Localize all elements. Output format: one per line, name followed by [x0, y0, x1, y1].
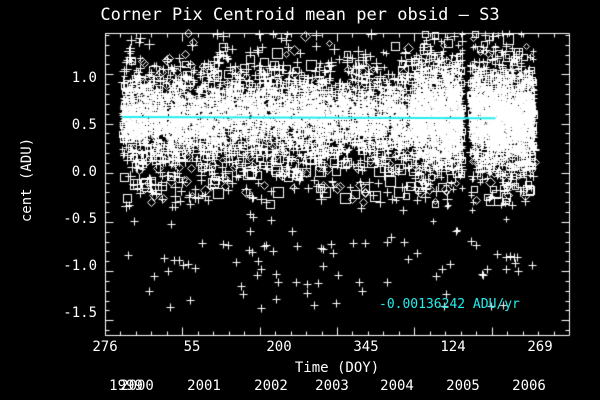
year-label-2006: 2006 [512, 378, 546, 394]
y-tick-label-0: 1.0 [71, 70, 97, 86]
year-label-2002: 2002 [254, 378, 288, 394]
year-label-2005: 2005 [446, 378, 480, 394]
y-tick-label-5: -1.5 [63, 305, 97, 321]
x-tick-label-5: 269 [527, 339, 553, 355]
x-tick-label-2: 200 [266, 339, 292, 355]
x-tick-label-4: 124 [440, 339, 466, 355]
y-tick-label-2: 0.0 [71, 164, 97, 180]
year-label-2004: 2004 [380, 378, 414, 394]
year-label-2001: 2001 [187, 378, 221, 394]
page-title: Corner Pix Centroid mean per obsid — S3 [100, 5, 500, 25]
x-tick-label-3: 345 [353, 339, 379, 355]
year-label-2000: 2000 [120, 378, 154, 394]
x-tick-label-1: 55 [183, 339, 201, 355]
trend-annotation: -0.00136242 ADU/yr [379, 297, 520, 312]
year-label-2003: 2003 [315, 378, 349, 394]
x-tick-label-0: 276 [92, 339, 118, 355]
y-tick-label-1: 0.5 [71, 117, 97, 133]
x-axis-label: Time (DOY) [294, 360, 380, 376]
year-label-1999: 1999 [109, 378, 143, 394]
y-tick-label-4: -1.0 [63, 258, 97, 274]
y-tick-label-3: -0.5 [63, 211, 97, 227]
